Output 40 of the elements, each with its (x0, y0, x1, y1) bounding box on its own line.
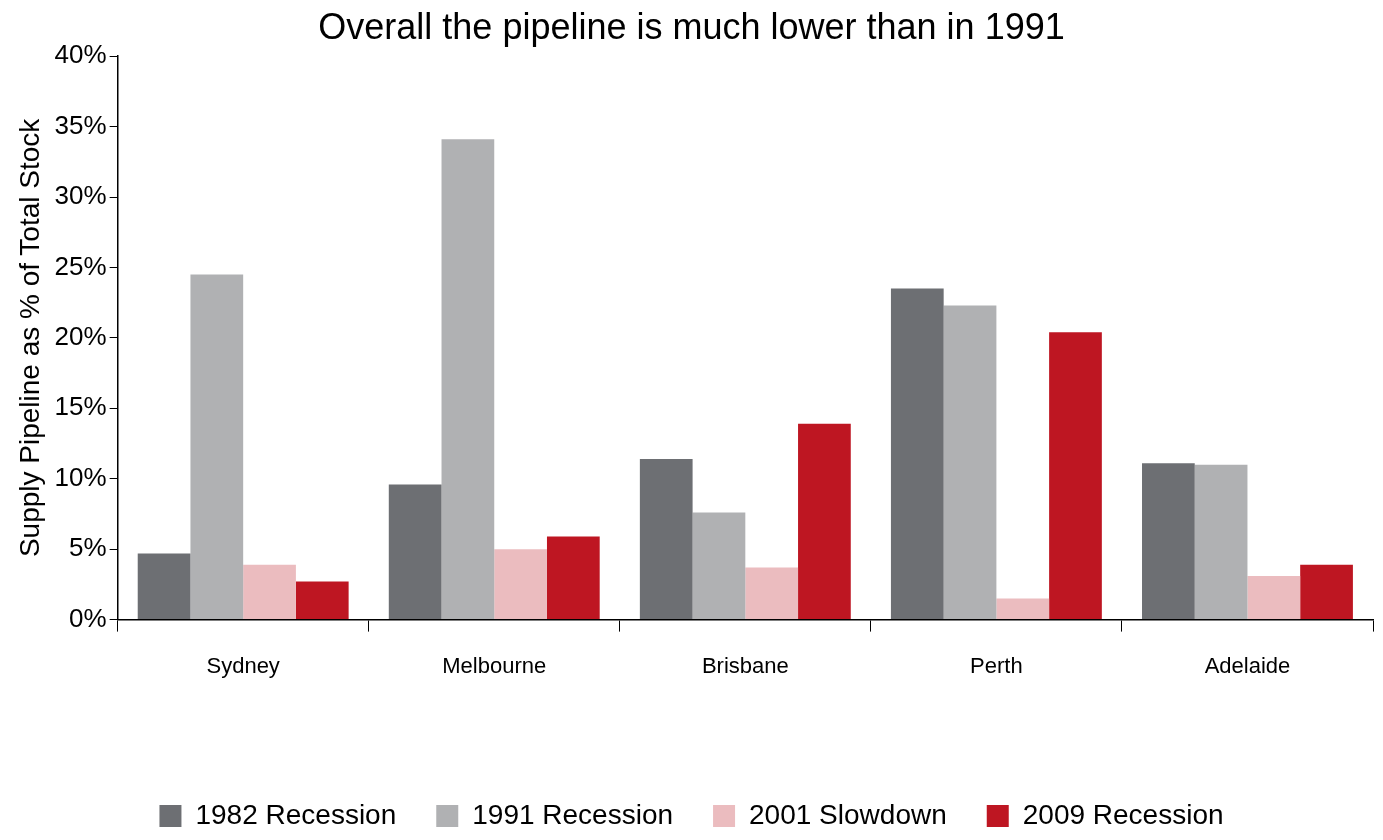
x-tick-label: Melbourne (442, 652, 547, 678)
y-tick-label: 25% (54, 250, 107, 281)
bar (1142, 463, 1195, 620)
y-tick-label: 10% (54, 461, 107, 492)
x-tick-label: Perth (970, 652, 1023, 678)
bar (798, 423, 851, 620)
y-tick-label: 5% (69, 532, 107, 563)
legend-label: 1982 Recession (195, 798, 397, 830)
legend-label: 1991 Recession (472, 798, 674, 830)
y-tick-label: 40% (54, 39, 107, 70)
bar (388, 484, 442, 620)
y-tick-label: 15% (54, 391, 107, 422)
bar (996, 598, 1050, 620)
bar (692, 512, 746, 620)
y-tick-label: 30% (54, 180, 107, 211)
x-tick-label: Brisbane (701, 652, 789, 678)
y-tick-label: 0% (69, 602, 107, 633)
y-axis-title: Supply Pipeline as % of Total Stock (13, 117, 45, 558)
bar (1300, 564, 1353, 620)
bar (243, 564, 296, 620)
bar (1247, 575, 1301, 620)
x-tick-label: Sydney (206, 652, 280, 678)
y-tick-label: 20% (54, 321, 107, 352)
chart-title: Overall the pipeline is much lower than in 1991 (318, 5, 1065, 47)
bar (295, 581, 349, 620)
x-tick-label: Adelaide (1204, 652, 1291, 678)
legend-label: 2001 Slowdown (749, 798, 947, 830)
y-tick-label: 35% (54, 109, 107, 140)
bar (943, 305, 997, 620)
bar (546, 536, 600, 620)
bar (1194, 464, 1248, 620)
legend-label: 2009 Recession (1022, 798, 1224, 830)
bar (494, 549, 547, 620)
bar (137, 553, 191, 620)
bar (190, 274, 244, 620)
bar (639, 459, 693, 620)
bar (745, 567, 799, 620)
bar (441, 139, 495, 620)
bar (1049, 332, 1102, 620)
bar (890, 288, 944, 620)
